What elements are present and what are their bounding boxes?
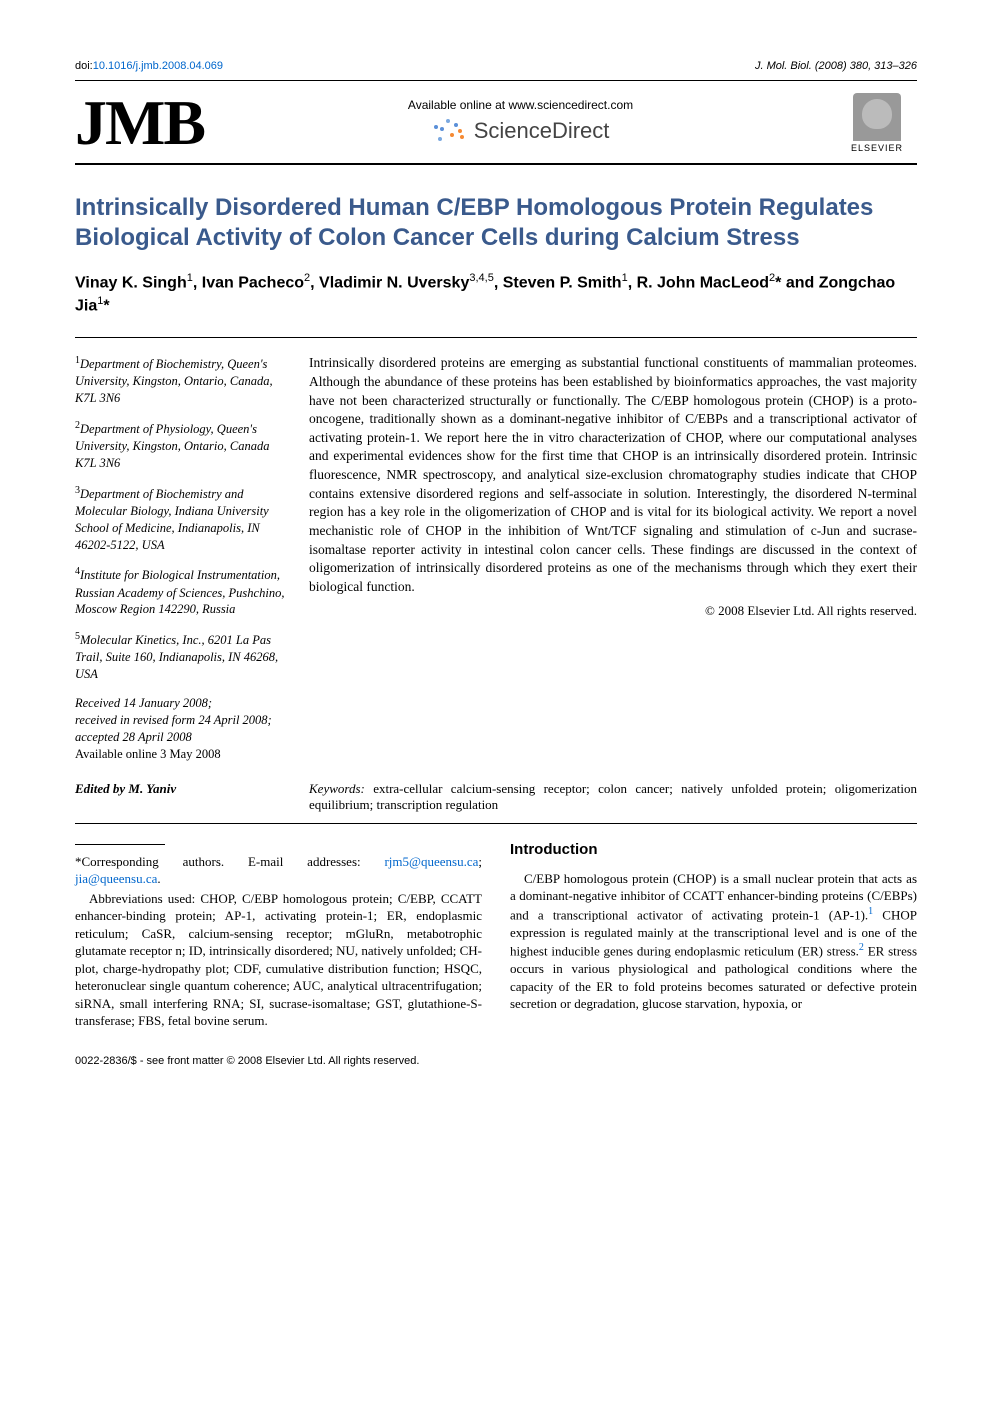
- keywords-label: Keywords:: [309, 781, 365, 796]
- affiliations-list: 1Department of Biochemistry, Queen's Uni…: [75, 354, 285, 683]
- author-list: Vinay K. Singh1, Ivan Pacheco2, Vladimir…: [75, 271, 917, 317]
- affiliation-item: 1Department of Biochemistry, Queen's Uni…: [75, 354, 285, 407]
- accepted-date: accepted 28 April 2008: [75, 729, 285, 746]
- available-online-text: Available online at www.sciencedirect.co…: [204, 98, 837, 112]
- introduction-paragraph: C/EBP homologous protein (CHOP) is a sma…: [510, 870, 917, 1013]
- affiliation-item: 4Institute for Biological Instrumentatio…: [75, 565, 285, 618]
- front-matter-line: 0022-2836/$ - see front matter © 2008 El…: [75, 1054, 917, 1067]
- header-center: Available online at www.sciencedirect.co…: [204, 98, 837, 148]
- body-right-column: Introduction C/EBP homologous protein (C…: [510, 840, 917, 1030]
- available-online-date: Available online 3 May 2008: [75, 746, 285, 763]
- footnote-rule: [75, 844, 165, 845]
- intro-text-a: C/EBP homologous protein (CHOP) is a sma…: [510, 871, 917, 922]
- affiliation-item: 5Molecular Kinetics, Inc., 6201 La Pas T…: [75, 630, 285, 683]
- copyright-line: © 2008 Elsevier Ltd. All rights reserved…: [309, 602, 917, 620]
- email-period: .: [157, 871, 160, 886]
- elsevier-logo[interactable]: ELSEVIER: [837, 93, 917, 153]
- body-left-column: *Corresponding authors. E-mail addresses…: [75, 840, 482, 1030]
- keywords-text: extra-cellular calcium-sensing receptor;…: [309, 781, 917, 812]
- introduction-heading: Introduction: [510, 840, 917, 860]
- elsevier-tree-icon: [853, 93, 901, 141]
- body-columns: *Corresponding authors. E-mail addresses…: [75, 840, 917, 1030]
- sciencedirect-text: ScienceDirect: [474, 118, 610, 144]
- abstract-column: Intrinsically disordered proteins are em…: [309, 354, 917, 762]
- elsevier-label: ELSEVIER: [837, 143, 917, 153]
- journal-reference: J. Mol. Biol. (2008) 380, 313–326: [755, 60, 917, 72]
- abstract-bottom-divider: [75, 823, 917, 824]
- sciencedirect-dots-icon: [432, 119, 466, 143]
- abbreviations-note: Abbreviations used: CHOP, C/EBP homologo…: [75, 890, 482, 1030]
- jmb-logo: JMB: [75, 94, 204, 152]
- keywords-row: Edited by M. Yaniv Keywords: extra-cellu…: [75, 781, 917, 813]
- received-date: Received 14 January 2008;: [75, 695, 285, 712]
- article-title: Intrinsically Disordered Human C/EBP Hom…: [75, 193, 917, 253]
- revised-date: received in revised form 24 April 2008;: [75, 712, 285, 729]
- page-container: doi:10.1016/j.jmb.2008.04.069 J. Mol. Bi…: [0, 0, 992, 1107]
- affiliation-item: 3Department of Biochemistry and Molecula…: [75, 484, 285, 554]
- email-link-2[interactable]: jia@queensu.ca: [75, 871, 157, 886]
- authors-divider: [75, 337, 917, 338]
- article-history: Received 14 January 2008; received in re…: [75, 695, 285, 763]
- abstract-text: Intrinsically disordered proteins are em…: [309, 354, 917, 596]
- doi-label: doi:: [75, 60, 93, 72]
- edited-by: Edited by M. Yaniv: [75, 781, 285, 797]
- affiliation-item: 2Department of Physiology, Queen's Unive…: [75, 419, 285, 472]
- doi-block: doi:10.1016/j.jmb.2008.04.069: [75, 60, 223, 72]
- keywords-block: Keywords: extra-cellular calcium-sensing…: [309, 781, 917, 813]
- email-separator: ;: [478, 854, 482, 869]
- header-bottom-divider: [75, 163, 917, 165]
- corresponding-author-note: *Corresponding authors. E-mail addresses…: [75, 853, 482, 888]
- corresponding-label: *Corresponding authors. E-mail addresses…: [75, 854, 361, 869]
- journal-header: JMB Available online at www.sciencedirec…: [75, 81, 917, 163]
- affil-abstract-row: 1Department of Biochemistry, Queen's Uni…: [75, 354, 917, 762]
- doi-link[interactable]: 10.1016/j.jmb.2008.04.069: [93, 60, 223, 72]
- sciencedirect-logo[interactable]: ScienceDirect: [432, 118, 610, 144]
- left-column: 1Department of Biochemistry, Queen's Uni…: [75, 354, 285, 762]
- top-meta-bar: doi:10.1016/j.jmb.2008.04.069 J. Mol. Bi…: [75, 60, 917, 72]
- email-link-1[interactable]: rjm5@queensu.ca: [384, 854, 478, 869]
